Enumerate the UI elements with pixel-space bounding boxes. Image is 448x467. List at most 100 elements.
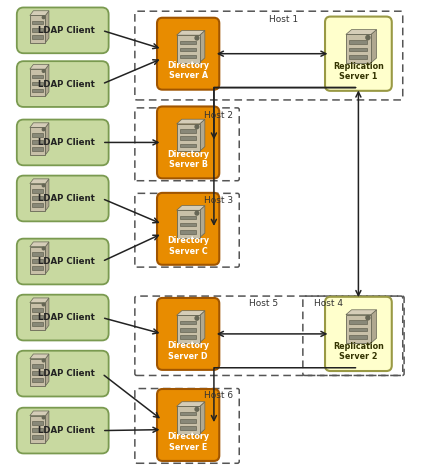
Text: Host 1: Host 1 [269, 15, 298, 24]
FancyBboxPatch shape [32, 378, 43, 382]
FancyBboxPatch shape [32, 364, 43, 368]
Polygon shape [200, 402, 205, 434]
FancyBboxPatch shape [349, 335, 367, 339]
FancyBboxPatch shape [17, 7, 109, 53]
FancyBboxPatch shape [32, 196, 43, 200]
Polygon shape [30, 64, 49, 69]
FancyBboxPatch shape [32, 89, 43, 92]
FancyBboxPatch shape [17, 120, 109, 165]
FancyBboxPatch shape [32, 147, 43, 151]
FancyBboxPatch shape [349, 328, 367, 332]
Polygon shape [200, 205, 205, 238]
FancyBboxPatch shape [180, 41, 196, 44]
Text: LDAP Client: LDAP Client [38, 79, 95, 89]
FancyBboxPatch shape [30, 15, 45, 43]
FancyBboxPatch shape [325, 297, 392, 371]
FancyBboxPatch shape [180, 426, 196, 430]
Text: Directory
Server A: Directory Server A [167, 61, 209, 80]
FancyBboxPatch shape [30, 184, 45, 211]
FancyBboxPatch shape [32, 189, 43, 192]
Circle shape [195, 125, 199, 129]
FancyBboxPatch shape [32, 21, 43, 24]
Circle shape [42, 416, 45, 419]
FancyBboxPatch shape [349, 40, 367, 44]
Text: Host 5: Host 5 [249, 299, 278, 308]
FancyBboxPatch shape [177, 210, 200, 238]
Polygon shape [45, 298, 49, 330]
Text: LDAP Client: LDAP Client [38, 194, 95, 203]
FancyBboxPatch shape [32, 421, 43, 425]
FancyBboxPatch shape [157, 18, 220, 90]
Polygon shape [200, 119, 205, 151]
Circle shape [42, 184, 45, 187]
FancyBboxPatch shape [180, 223, 196, 226]
FancyBboxPatch shape [157, 193, 220, 265]
Polygon shape [346, 310, 376, 315]
Text: LDAP Client: LDAP Client [38, 26, 95, 35]
FancyBboxPatch shape [157, 389, 220, 461]
Polygon shape [30, 11, 49, 15]
FancyBboxPatch shape [325, 16, 392, 91]
FancyBboxPatch shape [346, 35, 371, 63]
FancyBboxPatch shape [32, 435, 43, 439]
FancyBboxPatch shape [17, 239, 109, 284]
FancyBboxPatch shape [32, 308, 43, 311]
FancyBboxPatch shape [180, 216, 196, 219]
FancyBboxPatch shape [180, 48, 196, 51]
Circle shape [42, 128, 45, 131]
FancyBboxPatch shape [17, 351, 109, 396]
FancyBboxPatch shape [30, 69, 45, 97]
Circle shape [195, 316, 199, 320]
Text: Replication
Server 1: Replication Server 1 [333, 62, 384, 81]
FancyBboxPatch shape [180, 321, 196, 325]
FancyBboxPatch shape [349, 320, 367, 324]
FancyBboxPatch shape [32, 82, 43, 85]
Polygon shape [200, 311, 205, 343]
Text: Directory
Server B: Directory Server B [167, 150, 209, 169]
Polygon shape [177, 119, 205, 124]
FancyBboxPatch shape [177, 406, 200, 434]
Polygon shape [177, 311, 205, 315]
Text: Host 6: Host 6 [204, 391, 233, 400]
FancyBboxPatch shape [32, 75, 43, 78]
FancyBboxPatch shape [30, 359, 45, 386]
Text: Directory
Server E: Directory Server E [167, 432, 209, 452]
FancyBboxPatch shape [180, 335, 196, 339]
FancyBboxPatch shape [32, 203, 43, 207]
Polygon shape [200, 30, 205, 63]
Polygon shape [177, 205, 205, 210]
Circle shape [42, 16, 45, 19]
FancyBboxPatch shape [177, 315, 200, 343]
FancyBboxPatch shape [180, 419, 196, 423]
Text: Directory
Server C: Directory Server C [167, 236, 209, 255]
FancyBboxPatch shape [32, 371, 43, 375]
Text: LDAP Client: LDAP Client [38, 369, 95, 378]
Text: LDAP Client: LDAP Client [38, 313, 95, 322]
FancyBboxPatch shape [180, 328, 196, 332]
Polygon shape [45, 354, 49, 386]
FancyBboxPatch shape [180, 136, 196, 140]
Polygon shape [177, 402, 205, 406]
FancyBboxPatch shape [32, 428, 43, 432]
Polygon shape [346, 29, 376, 35]
Circle shape [195, 211, 199, 215]
FancyBboxPatch shape [180, 412, 196, 416]
Polygon shape [45, 64, 49, 97]
Text: LDAP Client: LDAP Client [38, 257, 95, 266]
Polygon shape [45, 123, 49, 155]
Polygon shape [177, 30, 205, 35]
Circle shape [366, 316, 370, 320]
FancyBboxPatch shape [32, 315, 43, 319]
FancyBboxPatch shape [17, 61, 109, 107]
Circle shape [366, 35, 370, 40]
FancyBboxPatch shape [30, 303, 45, 330]
Polygon shape [30, 411, 49, 416]
FancyBboxPatch shape [17, 176, 109, 221]
Circle shape [42, 247, 45, 250]
FancyBboxPatch shape [32, 133, 43, 136]
Circle shape [42, 70, 45, 72]
FancyBboxPatch shape [32, 140, 43, 144]
FancyBboxPatch shape [157, 106, 220, 178]
FancyBboxPatch shape [349, 48, 367, 51]
FancyBboxPatch shape [30, 127, 45, 155]
